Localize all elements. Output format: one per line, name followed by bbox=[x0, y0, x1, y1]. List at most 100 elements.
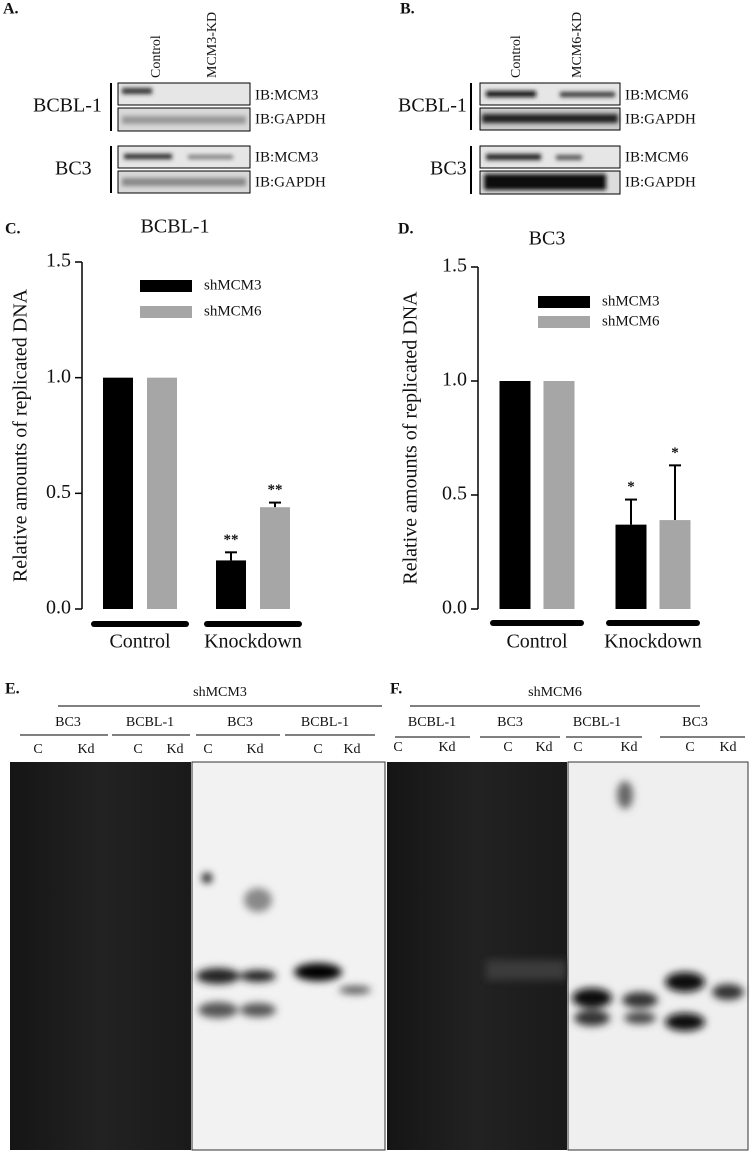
lane-label: C bbox=[33, 742, 42, 757]
legend-swatch bbox=[140, 306, 192, 318]
gel-image bbox=[387, 762, 567, 1150]
significance-label: * bbox=[671, 445, 679, 461]
panel-label: B. bbox=[400, 1, 415, 18]
blot-image bbox=[567, 761, 749, 1151]
blot-label: IB:MCM6 bbox=[625, 87, 689, 103]
panel-label: A. bbox=[3, 1, 19, 18]
group-label: BC3 bbox=[497, 715, 523, 730]
band bbox=[486, 154, 541, 160]
blot-label: IB:MCM3 bbox=[255, 87, 318, 103]
band bbox=[124, 154, 172, 159]
bar bbox=[659, 520, 691, 609]
lane-label: Kd bbox=[246, 742, 263, 757]
lane-label: C bbox=[685, 740, 694, 755]
blot-image bbox=[191, 761, 386, 1151]
lane-label: C bbox=[573, 740, 582, 755]
blot-label: IB:GAPDH bbox=[255, 111, 326, 127]
blot-label: IB:MCM3 bbox=[255, 149, 318, 165]
bar bbox=[260, 507, 290, 609]
lane-label: Kd bbox=[535, 740, 552, 755]
lane-label: Kd bbox=[343, 742, 360, 757]
band bbox=[486, 91, 536, 97]
band bbox=[484, 174, 606, 190]
panel-e: E. shMCM3 BC3 BCBL-1 BC3 BCBL-1 C Kd C K… bbox=[5, 681, 386, 1151]
band bbox=[122, 178, 246, 186]
x-tick-label: Control bbox=[109, 631, 171, 653]
bar bbox=[543, 381, 575, 609]
panel-f: F. shMCM6 BCBL-1 BC3 BCBL-1 BC3 C Kd C K… bbox=[387, 681, 749, 1151]
panel-label: F. bbox=[390, 681, 402, 698]
y-tick-label: 0.5 bbox=[46, 481, 71, 503]
row-label: BC3 bbox=[430, 158, 467, 180]
column-label: MCM6-KD bbox=[570, 12, 585, 78]
y-tick-label: 0.0 bbox=[442, 597, 467, 619]
bar bbox=[615, 524, 647, 609]
blot-label: IB:MCM6 bbox=[625, 149, 689, 165]
significance-label: * bbox=[627, 479, 635, 495]
column-label: MCM3-KD bbox=[205, 12, 220, 78]
blot bbox=[479, 82, 621, 106]
blot bbox=[479, 145, 621, 169]
y-tick-label: 1.5 bbox=[46, 250, 71, 272]
legend-label: shMCM3 bbox=[204, 277, 262, 293]
legend-label: shMCM6 bbox=[204, 303, 262, 319]
y-tick-label: 0.5 bbox=[442, 483, 467, 505]
y-tick-label: 0.0 bbox=[46, 597, 71, 619]
y-axis-label: Relative amounts of replicated DNA bbox=[10, 288, 32, 582]
bar bbox=[216, 560, 246, 609]
column-label: Control bbox=[509, 35, 524, 78]
band bbox=[188, 155, 233, 159]
lane-label: C bbox=[313, 742, 322, 757]
chart-title: BCBL-1 bbox=[141, 216, 210, 238]
panel-label: C. bbox=[5, 221, 21, 238]
lane-label: C bbox=[393, 740, 402, 755]
bar bbox=[147, 377, 177, 609]
x-tick-label: Knockdown bbox=[604, 631, 702, 653]
lane-label: Kd bbox=[620, 740, 637, 755]
panel-a: A. Control MCM3-KD BCBL-1 BC3 IB:MCM3 IB… bbox=[3, 1, 326, 194]
legend-swatch bbox=[538, 316, 590, 328]
group-label: BCBL-1 bbox=[408, 715, 456, 730]
lane-label: Kd bbox=[438, 740, 455, 755]
significance-label: ** bbox=[268, 482, 283, 498]
panel-label: D. bbox=[398, 221, 414, 238]
group-label: BC3 bbox=[682, 715, 708, 730]
gel-smear bbox=[486, 960, 566, 980]
y-tick-label: 1.0 bbox=[442, 369, 467, 391]
panel-b: B. Control MCM6-KD BCBL-1 BC3 IB:MCM6 IB… bbox=[398, 1, 696, 195]
blot-label: IB:GAPDH bbox=[255, 174, 326, 190]
lane-label: Kd bbox=[77, 742, 94, 757]
legend-swatch bbox=[538, 296, 590, 308]
legend-label: shMCM3 bbox=[602, 293, 660, 309]
group-label: BC3 bbox=[227, 715, 253, 730]
blot-label: IB:GAPDH bbox=[625, 174, 696, 190]
legend-label: shMCM6 bbox=[602, 313, 660, 329]
x-tick-label: Knockdown bbox=[204, 631, 302, 653]
band bbox=[482, 114, 618, 123]
group-label: BCBL-1 bbox=[126, 715, 174, 730]
row-label: BC3 bbox=[55, 158, 92, 180]
column-label: Control bbox=[149, 35, 164, 78]
gel-image bbox=[10, 762, 191, 1150]
band bbox=[560, 92, 615, 97]
panel-label: E. bbox=[5, 681, 20, 698]
lane-label: C bbox=[503, 740, 512, 755]
chart-title: BC3 bbox=[529, 228, 566, 250]
blot-label: IB:GAPDH bbox=[625, 111, 696, 127]
significance-label: ** bbox=[224, 532, 239, 548]
y-tick-label: 1.5 bbox=[442, 255, 467, 277]
row-label: BCBL-1 bbox=[398, 95, 467, 117]
lane-label: Kd bbox=[166, 742, 183, 757]
group-label: BCBL-1 bbox=[573, 715, 621, 730]
band bbox=[122, 88, 152, 94]
legend-swatch bbox=[140, 280, 192, 292]
bar bbox=[499, 381, 531, 609]
construct-label: shMCM3 bbox=[193, 685, 247, 700]
construct-label: shMCM6 bbox=[528, 685, 582, 700]
lane-label: Kd bbox=[719, 740, 736, 755]
x-tick-label: Control bbox=[506, 631, 568, 653]
y-tick-label: 1.0 bbox=[46, 365, 71, 387]
y-axis-label: Relative amounts of replicated DNA bbox=[400, 291, 422, 585]
bar bbox=[103, 377, 133, 609]
